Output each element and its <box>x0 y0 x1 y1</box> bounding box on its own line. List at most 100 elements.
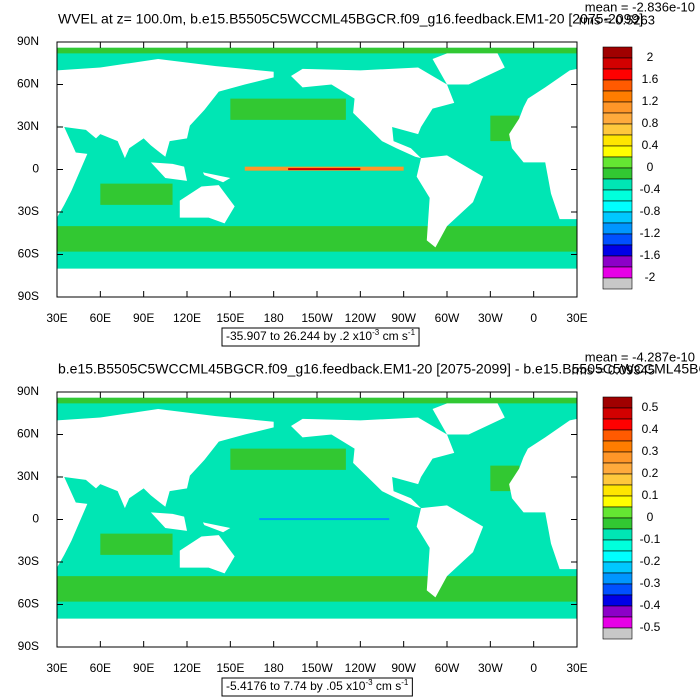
colorbar-label: -1.6 <box>640 248 661 262</box>
colorbar-box <box>602 451 633 464</box>
colorbar-box <box>602 244 633 257</box>
colorbar-label: -0.2 <box>640 554 661 568</box>
map-panel: WVEL at z= 100.0m, b.e15.B5505C5WCCML45B… <box>17 0 695 347</box>
x-tick-label: 0 <box>530 661 537 675</box>
land <box>57 409 274 509</box>
info-box <box>221 677 413 697</box>
x-tick-label: 60W <box>435 661 460 675</box>
y-tick-label: 0 <box>32 512 39 526</box>
land <box>150 512 187 531</box>
colorbar-box <box>602 418 633 431</box>
colorbar-box <box>602 440 633 453</box>
x-tick-label: 120E <box>173 661 201 675</box>
colorbar-box <box>602 112 633 125</box>
land <box>57 475 88 568</box>
panel-title: WVEL at z= 100.0m, b.e15.B5505C5WCCML45B… <box>58 11 643 27</box>
info-text: -5.4176 to 7.74 by .05 x10-3 cm s-1 <box>226 678 409 693</box>
info-unit-exp: -1 <box>408 328 416 337</box>
colorbar-box <box>602 57 633 70</box>
y-tick-label: 90N <box>17 34 39 48</box>
colorbar-box <box>602 79 633 92</box>
x-tick-label: 180 <box>264 311 284 325</box>
land <box>291 67 455 159</box>
info-range: -5.4176 to 7.74 by .05 x10 <box>226 679 366 693</box>
colorbar-label: 0.8 <box>642 116 659 130</box>
x-tick-label: 30E <box>566 311 587 325</box>
x-tick-label: 30E <box>46 661 67 675</box>
field-patch <box>57 226 577 252</box>
field-patch <box>57 47 577 54</box>
x-tick-label: 90E <box>133 311 154 325</box>
colorbar-box <box>602 539 633 552</box>
colorbar-label: 1.2 <box>642 94 659 108</box>
colorbar-label: 0.2 <box>642 466 659 480</box>
x-tick-label: 150E <box>216 311 244 325</box>
y-tick-label: 90S <box>18 289 39 303</box>
colorbar-box <box>602 277 633 290</box>
land <box>179 185 235 224</box>
x-tick-label: 60E <box>90 661 111 675</box>
land <box>57 125 88 218</box>
field-patch <box>100 533 173 555</box>
info-exp: -3 <box>365 678 373 687</box>
colorbar-box <box>602 583 633 596</box>
land <box>509 68 577 220</box>
colorbar-box <box>602 506 633 519</box>
colorbar-label: 0 <box>647 510 654 524</box>
colorbar-label: -0.1 <box>640 532 661 546</box>
colorbar-box <box>602 517 633 530</box>
colorbar-box <box>602 134 633 147</box>
colorbar-label: -0.8 <box>640 204 661 218</box>
colorbar-box <box>602 211 633 224</box>
colorbar-label: 0.4 <box>642 422 659 436</box>
land <box>432 53 505 85</box>
land <box>416 155 484 248</box>
y-tick-label: 30N <box>17 469 39 483</box>
x-tick-label: 150W <box>301 661 333 675</box>
field-patch <box>57 576 577 602</box>
colorbar-box <box>602 550 633 563</box>
colorbar-label: -0.4 <box>640 182 661 196</box>
land <box>416 505 484 598</box>
map-field <box>57 42 577 297</box>
field-patch <box>57 397 577 404</box>
land <box>509 418 577 570</box>
colorbar-label: 0.1 <box>642 488 659 502</box>
info-text: -35.907 to 26.244 by .2 x10-3 cm s-1 <box>226 328 416 343</box>
equatorial-core <box>288 168 361 171</box>
colorbar-label: -0.5 <box>640 620 661 634</box>
colorbar-box <box>602 605 633 618</box>
colorbar-label: 0.5 <box>642 400 659 414</box>
x-tick-label: 180 <box>264 661 284 675</box>
x-tick-label: 60W <box>435 311 460 325</box>
colorbar-label: 2 <box>647 50 654 64</box>
colorbar-label: 0 <box>647 160 654 174</box>
x-tick-label: 0 <box>530 311 537 325</box>
x-tick-label: 120E <box>173 311 201 325</box>
field-patch <box>230 448 346 470</box>
y-tick-label: 30S <box>18 554 39 568</box>
colorbar-label: 0.4 <box>642 138 659 152</box>
map-field <box>57 392 577 647</box>
x-tick-label: 120W <box>345 311 377 325</box>
mean-label: mean = -2.836e-10 <box>585 0 695 14</box>
land <box>291 417 455 509</box>
colorbar-box <box>602 233 633 246</box>
colorbar-box <box>602 68 633 81</box>
x-tick-label: 60E <box>90 311 111 325</box>
colorbar-box <box>602 178 633 191</box>
colorbar-box <box>602 616 633 629</box>
colorbar-box <box>602 561 633 574</box>
x-tick-label: 150E <box>216 661 244 675</box>
equatorial-band <box>259 518 390 521</box>
field-patch <box>230 98 346 120</box>
info-box <box>221 327 420 347</box>
colorbar-box <box>602 46 633 59</box>
colorbar-box <box>602 90 633 103</box>
field-patch <box>100 183 173 205</box>
land <box>202 522 231 533</box>
colorbar-box <box>602 266 633 279</box>
colorbar-box <box>602 627 633 640</box>
x-tick-label: 120W <box>345 661 377 675</box>
colorbar-label: -0.3 <box>640 576 661 590</box>
